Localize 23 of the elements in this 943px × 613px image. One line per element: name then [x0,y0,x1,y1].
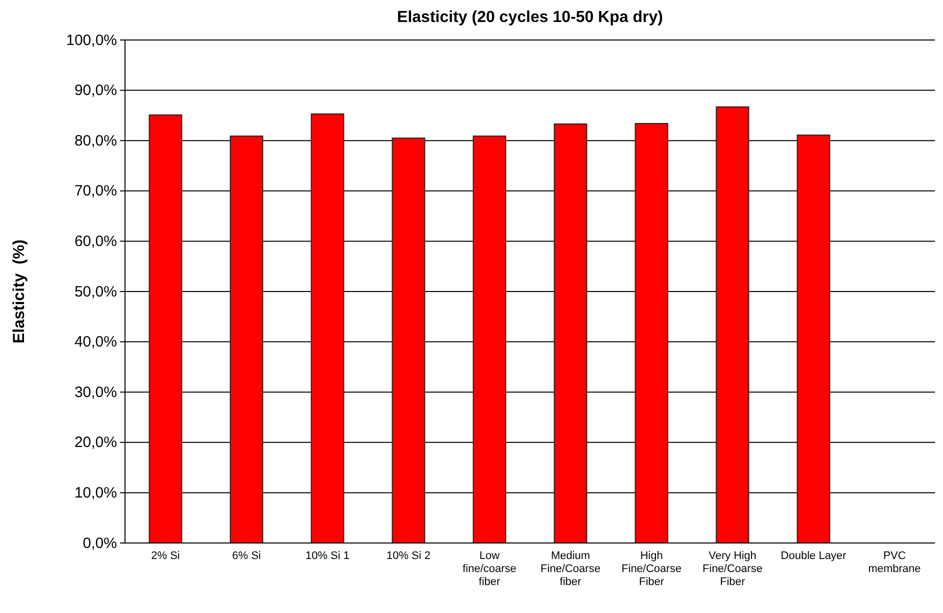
y-tick-label: 20,0% [74,434,117,452]
x-tick-label: PVC membrane [868,550,921,575]
x-tick-label: Very High Fine/Coarse Fiber [702,550,762,588]
x-tick-label: Double Layer [780,550,847,562]
x-tick-label: 10% Si 2 [386,550,431,562]
y-tick-label: 60,0% [74,233,117,250]
y-tick-label: 90,0% [74,82,117,100]
y-tick-label: 100,0% [66,32,117,49]
x-tick-label: 6% Si [232,550,261,562]
x-tick-label: 2% Si [151,550,180,562]
y-tick-label: 80,0% [74,132,117,150]
x-tick-label: Low fine/coarse fiber [462,550,516,588]
y-tick-label: 70,0% [74,182,117,200]
y-tick-label: 30,0% [74,384,117,401]
y-axis-title: Elasticity (%) [11,239,28,344]
y-tick-label: 10,0% [74,484,117,502]
x-tick-label: Medium Fine/Coarse fiber [540,550,600,588]
y-tick-label: 50,0% [74,283,117,300]
x-tick-label: 10% Si 1 [305,550,350,562]
y-tick-label: 0,0% [82,534,117,552]
x-tick-label: High Fine/Coarse Fiber [622,550,682,588]
chart-title: Elasticity (20 cycles 10-50 Kpa dry) [397,9,663,26]
y-tick-label: 40,0% [74,334,117,351]
